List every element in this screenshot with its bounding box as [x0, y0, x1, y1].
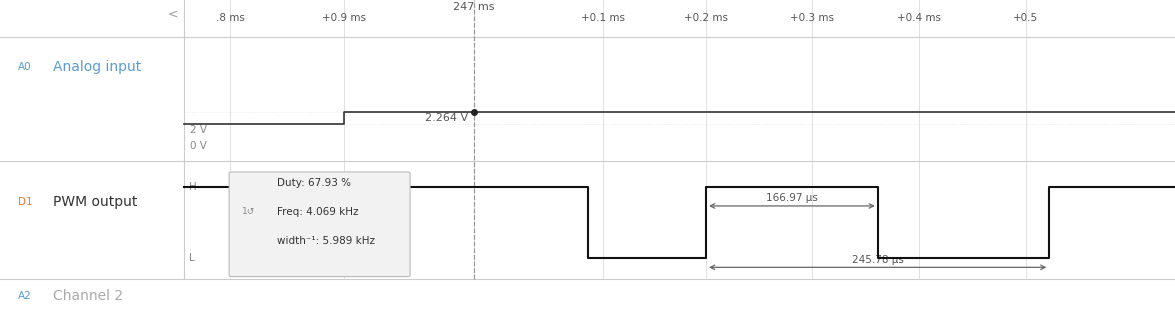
- Text: +0.2 ms: +0.2 ms: [684, 13, 728, 23]
- Text: 247 ms: 247 ms: [452, 2, 495, 11]
- Text: +0.3 ms: +0.3 ms: [790, 13, 834, 23]
- Text: Analog input: Analog input: [53, 60, 141, 74]
- Text: 1↺: 1↺: [242, 207, 255, 216]
- Text: .8 ms: .8 ms: [216, 13, 244, 23]
- Text: H: H: [189, 182, 197, 192]
- Text: Channel 2: Channel 2: [53, 289, 123, 303]
- Text: +0.5: +0.5: [1013, 13, 1039, 23]
- Text: <: <: [168, 8, 179, 21]
- Text: L: L: [189, 253, 195, 263]
- Text: D1: D1: [18, 197, 32, 207]
- Text: width⁻¹: 5.989 kHz: width⁻¹: 5.989 kHz: [277, 236, 375, 246]
- Text: 2 V: 2 V: [190, 125, 207, 135]
- Text: Freq: 4.069 kHz: Freq: 4.069 kHz: [277, 207, 358, 217]
- Text: 2.264 V: 2.264 V: [424, 113, 468, 123]
- Text: +0.1 ms: +0.1 ms: [580, 13, 625, 23]
- Text: 0 V: 0 V: [190, 141, 207, 151]
- Text: +0.9 ms: +0.9 ms: [322, 13, 367, 23]
- Text: Duty: 67.93 %: Duty: 67.93 %: [277, 178, 351, 188]
- Text: A2: A2: [18, 291, 32, 301]
- Text: 166.97 μs: 166.97 μs: [766, 193, 818, 204]
- Text: PWM output: PWM output: [53, 196, 137, 209]
- Text: A0: A0: [18, 62, 32, 72]
- Text: 245.78 μs: 245.78 μs: [852, 256, 904, 265]
- Text: +0.4 ms: +0.4 ms: [897, 13, 941, 23]
- FancyBboxPatch shape: [229, 172, 410, 277]
